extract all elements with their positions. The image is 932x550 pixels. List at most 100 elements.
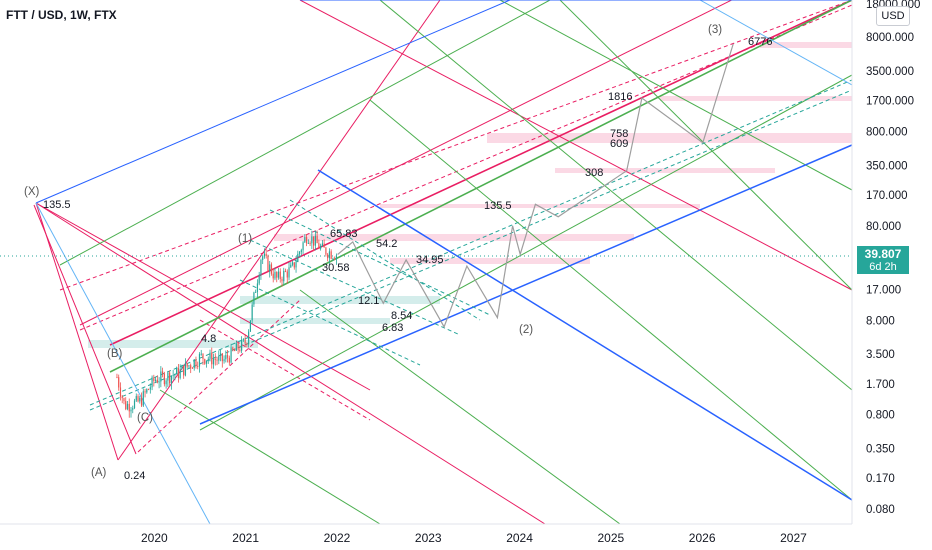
wave-label-2: (2) <box>519 324 533 336</box>
candle-body <box>144 391 146 393</box>
candle-body <box>223 359 225 362</box>
candle-body <box>205 360 208 364</box>
currency-button[interactable]: USD <box>876 6 910 26</box>
time-tick-label: 2025 <box>598 531 625 545</box>
candle-body <box>260 259 262 276</box>
candle-body <box>183 365 185 376</box>
candle-body <box>125 401 127 410</box>
candle-body <box>288 267 290 278</box>
candle-body <box>309 242 311 244</box>
green-pitchfork <box>59 0 852 524</box>
candle-body <box>235 343 237 351</box>
candle-body <box>286 271 288 278</box>
price-tick-label: 0.080 <box>866 504 895 516</box>
candle-body <box>265 253 267 256</box>
candle-body <box>123 398 125 402</box>
candle-body <box>149 387 151 390</box>
candle-body <box>304 237 306 243</box>
price-candles <box>116 230 338 418</box>
candle-body <box>195 359 197 367</box>
support-zone <box>240 296 440 304</box>
candle-body <box>290 264 292 268</box>
level-label: 0.24 <box>124 470 145 482</box>
candle-body <box>263 253 266 257</box>
candle-body <box>320 245 322 249</box>
price-tick-label: 8000.000 <box>866 32 914 44</box>
candle-body <box>248 331 250 345</box>
level-label: 34.95 <box>416 254 444 266</box>
candle-body <box>276 272 278 278</box>
price-tick-label: 3.500 <box>866 349 895 361</box>
time-tick-label: 2024 <box>506 531 533 545</box>
candle-body <box>262 256 264 260</box>
level-label: 135.5 <box>484 200 512 212</box>
candle-body <box>270 264 273 274</box>
candle-body <box>177 368 180 379</box>
candle-body <box>226 355 229 358</box>
candle-body <box>147 389 150 391</box>
candle-body <box>211 352 213 365</box>
support-zone <box>240 318 390 324</box>
price-tick-label: 17.000 <box>866 284 901 296</box>
wave-label-1: (1) <box>238 233 252 245</box>
plot-area <box>0 0 852 524</box>
candle-body <box>318 243 320 249</box>
candle-body <box>218 355 220 361</box>
candle-body <box>139 397 141 402</box>
candle-body <box>132 408 134 410</box>
candle-body <box>297 253 299 262</box>
candle-body <box>167 372 169 381</box>
time-tick-label: 2027 <box>780 531 807 545</box>
candle-body <box>128 403 130 412</box>
level-label: 65.83 <box>330 228 358 240</box>
symbol-title: FTT / USD, 1W, FTX <box>6 8 117 22</box>
candle-body <box>160 371 162 382</box>
candle-body <box>162 371 164 374</box>
candle-body <box>272 273 274 279</box>
time-tick-label: 2022 <box>324 531 351 545</box>
price-tick-label: 170.000 <box>866 190 908 202</box>
candle-body <box>146 389 148 393</box>
candle-body <box>225 355 227 360</box>
price-tick-label: 1700.000 <box>866 96 914 108</box>
candle-body <box>121 396 123 399</box>
candle-body <box>328 251 331 259</box>
candle-body <box>163 373 165 385</box>
resistance-zone <box>274 234 634 241</box>
candle-body <box>295 261 297 268</box>
candle-body <box>193 359 195 369</box>
level-label: 758 <box>610 128 628 140</box>
candle-body <box>269 264 271 272</box>
last-price-badge: 39.807 6d 2h <box>857 246 909 274</box>
wave-labels: (X) (A) (B) (C) (1) (2) (3) <box>24 24 722 479</box>
candle-body <box>142 391 144 406</box>
bar-countdown: 6d 2h <box>869 261 897 273</box>
level-label: 1816 <box>608 91 632 103</box>
candle-body <box>307 242 309 244</box>
resistance-zone <box>555 168 775 173</box>
price-tick-label: 0.170 <box>866 473 895 485</box>
resistance-zone <box>487 133 852 143</box>
time-axis[interactable]: 2020 2021 2022 2023 2024 2025 2026 2027 <box>0 523 932 550</box>
candle-body <box>258 275 260 284</box>
candle-body <box>325 247 327 255</box>
candle-body <box>221 353 223 362</box>
candle-body <box>188 365 190 367</box>
candle-body <box>118 377 120 388</box>
candle-body <box>244 339 246 344</box>
level-label: 30.58 <box>322 262 350 274</box>
candle-body <box>179 369 181 379</box>
candle-body <box>130 409 132 412</box>
candle-body <box>219 353 222 356</box>
candle-body <box>212 358 215 365</box>
candle-body <box>204 359 206 364</box>
wave-label-3: (3) <box>708 24 722 36</box>
candle-body <box>291 262 294 265</box>
price-tick-label: 800.000 <box>866 127 908 139</box>
level-labels: 135.5 65.83 54.2 30.58 34.95 12.1 8.54 6… <box>43 36 772 482</box>
wave-label-b: (B) <box>107 348 123 360</box>
candle-body <box>241 339 243 351</box>
candle-body <box>298 251 301 254</box>
time-tick-label: 2020 <box>141 531 168 545</box>
candle-body <box>119 387 122 397</box>
